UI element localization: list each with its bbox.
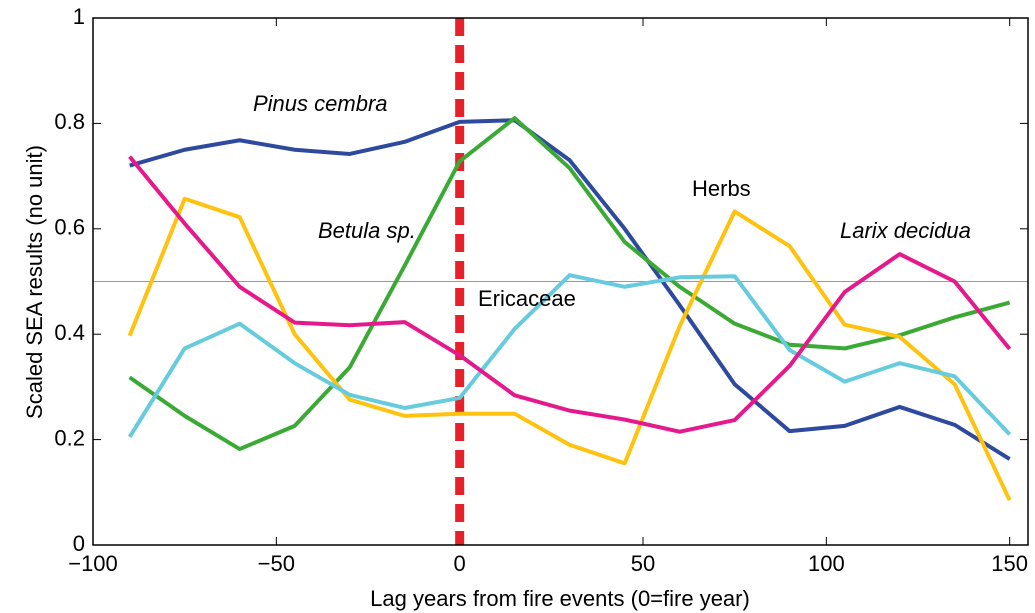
x-tick-label: −50: [258, 551, 295, 576]
y-tick-label: 0.2: [54, 425, 85, 450]
x-tick-label: 0: [454, 551, 466, 576]
y-tick-label: 0: [73, 531, 85, 556]
x-tick-label: 50: [631, 551, 655, 576]
y-tick-label: 0.8: [54, 109, 85, 134]
x-tick-label: 150: [991, 551, 1028, 576]
series-line: [129, 118, 1011, 461]
x-tick-label: −100: [68, 551, 118, 576]
series-label: Larix decidua: [840, 218, 971, 243]
series-line: [128, 116, 1011, 452]
x-axis-label: Lag years from fire events (0=fire year): [370, 586, 750, 611]
series-label: Betula sp.: [318, 218, 416, 243]
series-label: Herbs: [692, 176, 751, 201]
y-tick-label: 0.4: [54, 320, 85, 345]
y-tick-label: 1: [73, 4, 85, 29]
series-line: [127, 273, 1012, 439]
y-axis-label: Scaled SEA results (no unit): [22, 145, 47, 419]
y-tick-label: 0.6: [54, 215, 85, 240]
series-line: [127, 196, 1012, 502]
series-line: [128, 155, 1012, 434]
series-label: Ericaceae: [478, 286, 576, 311]
x-tick-label: 100: [808, 551, 845, 576]
series-label: Pinus cembra: [253, 91, 388, 116]
plot-frame: [92, 17, 1029, 546]
